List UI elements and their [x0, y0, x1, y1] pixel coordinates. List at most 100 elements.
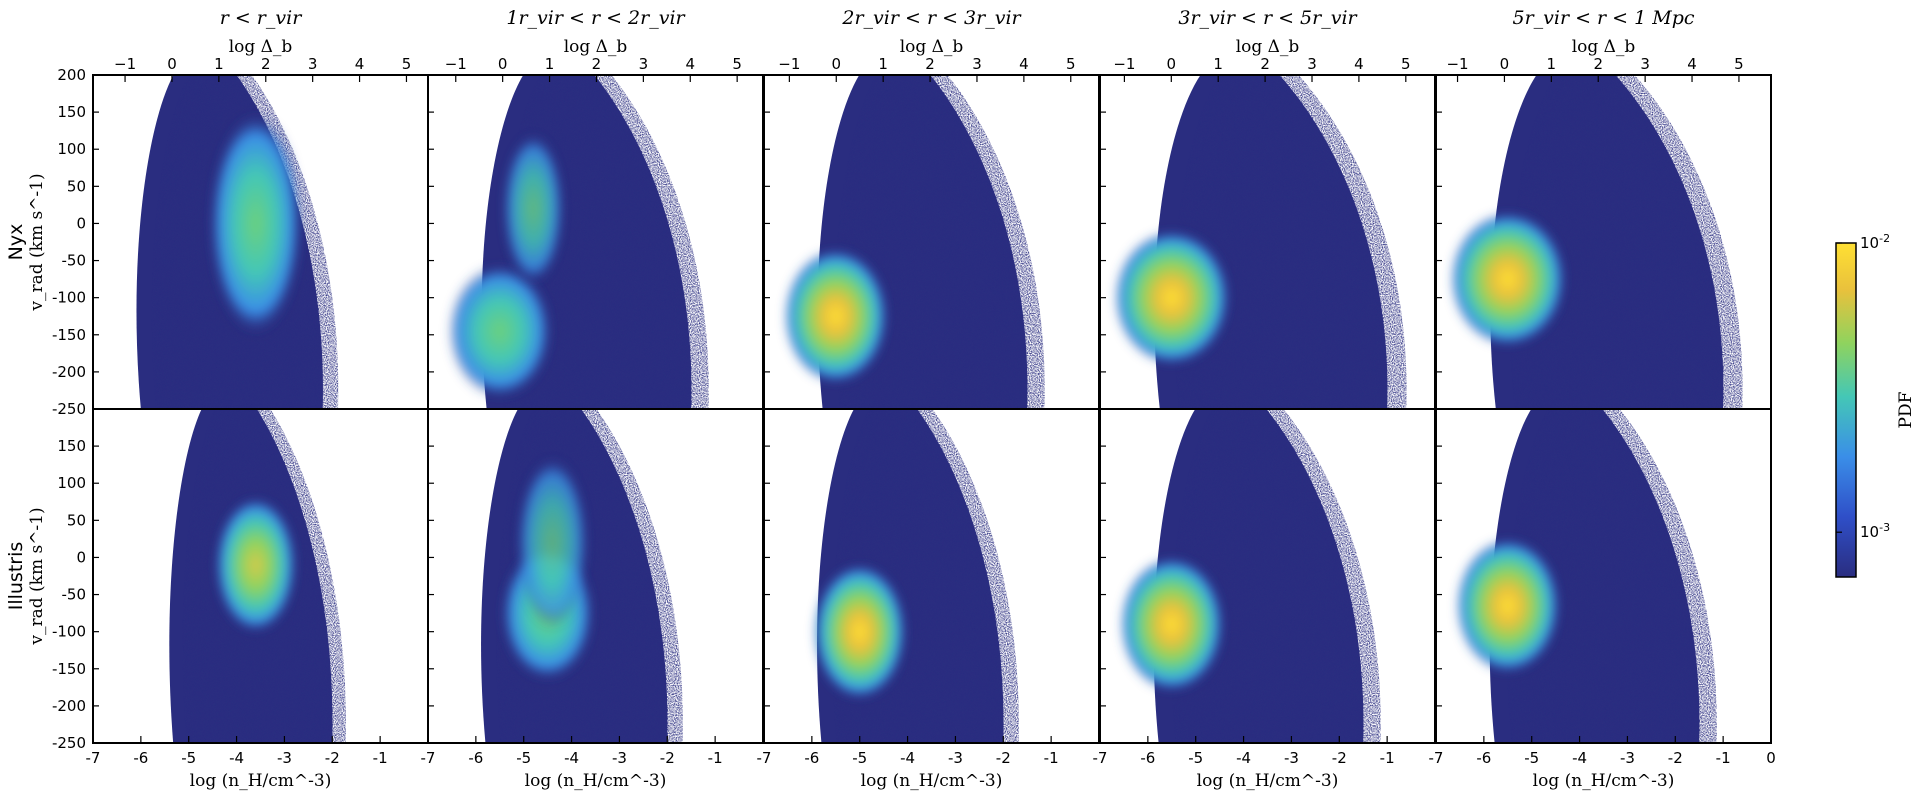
panel-content	[448, 75, 709, 409]
top-tick-label: 5	[1066, 55, 1076, 73]
density-fringe	[1170, 409, 1381, 743]
bottom-tick-label: -6	[468, 749, 483, 767]
density-peak	[1450, 212, 1566, 346]
bottom-axis-label: log (n_H/cm^-3)	[190, 771, 332, 791]
top-tick-label: 5	[1734, 55, 1744, 73]
column-title: 5r_vir < r < 1 Mpc	[1512, 7, 1694, 29]
bottom-tick-label: 0	[1766, 749, 1776, 767]
bottom-tick-label: -4	[564, 749, 579, 767]
labels-layer: r < r_vir 1r_vir < r < 2r_vir 2r_vir < r <…	[5, 7, 1776, 791]
bottom-tick-label: -2	[1668, 749, 1683, 767]
panel-content	[169, 409, 346, 743]
bottom-axis-label: log (n_H/cm^-3)	[1197, 771, 1339, 791]
bottom-tick-label: -4	[229, 749, 244, 767]
colorbar-tick-label: 10-2	[1860, 232, 1890, 252]
top-tick-label: 2	[1593, 55, 1603, 73]
panel-content	[1114, 75, 1407, 409]
heatmap-panel	[1099, 74, 1436, 410]
bottom-tick-label: -7	[757, 749, 772, 767]
top-tick-label: 4	[685, 55, 695, 73]
top-tick-label: 0	[498, 55, 508, 73]
top-tick-label: 1	[545, 55, 555, 73]
top-tick-label: 0	[1167, 55, 1177, 73]
top-tick-label: 3	[1640, 55, 1650, 73]
top-tick-label: 3	[639, 55, 649, 73]
y-tick-label: 200	[57, 66, 86, 84]
y-tick-label: -50	[62, 252, 87, 270]
top-axis-label: log Δ_b	[1236, 37, 1300, 57]
panel-content	[1120, 409, 1381, 743]
y-tick-label: 0	[76, 548, 86, 566]
y-tick-label: -100	[52, 623, 86, 641]
top-tick-label: 5	[732, 55, 742, 73]
bottom-tick-label: -7	[1429, 749, 1444, 767]
colorbar: 10-2 10-3 PDF	[1835, 232, 1916, 578]
y-tick-label: -150	[52, 326, 86, 344]
top-tick-label: 5	[402, 55, 412, 73]
top-axis-label: log Δ_b	[564, 37, 628, 57]
top-tick-label: −1	[778, 55, 800, 73]
column-title: 3r_vir < r < 5r_vir	[1178, 7, 1358, 29]
top-tick-label: 1	[214, 55, 224, 73]
bottom-tick-label: -7	[86, 749, 101, 767]
y-tick-label: 50	[67, 177, 86, 195]
bottom-tick-label: -3	[948, 749, 963, 767]
panel-content	[1450, 75, 1743, 409]
colorbar-tick-exponent: -2	[1879, 232, 1890, 245]
heatmap-panel	[1435, 74, 1772, 410]
top-tick-label: −1	[1446, 55, 1468, 73]
y-tick-label: -250	[52, 734, 86, 752]
bottom-tick-label: -3	[1284, 749, 1299, 767]
panel-content	[136, 75, 339, 409]
y-tick-label: -150	[52, 660, 86, 678]
top-tick-label: −1	[114, 55, 136, 73]
panel-content	[481, 409, 683, 743]
top-tick-label: 1	[1547, 55, 1557, 73]
bottom-tick-label: -7	[421, 749, 436, 767]
bottom-tick-label: -1	[373, 749, 388, 767]
row-name: Nyx	[5, 224, 27, 261]
bottom-tick-label: -5	[1188, 749, 1203, 767]
density-peak	[1456, 538, 1560, 673]
bottom-axis-label: log (n_H/cm^-3)	[861, 771, 1003, 791]
colorbar-tick-exponent: -3	[1879, 521, 1890, 534]
top-tick-label: −1	[445, 55, 467, 73]
bottom-tick-label: -4	[1236, 749, 1251, 767]
y-tick-label: -50	[62, 586, 87, 604]
colorbar-gradient	[1835, 242, 1857, 578]
heatmap-panel	[92, 74, 429, 410]
bottom-tick-label: -4	[1572, 749, 1587, 767]
bottom-tick-label: -6	[804, 749, 819, 767]
bottom-tick-label: -6	[1140, 749, 1155, 767]
density-peak	[448, 264, 552, 398]
y-tick-label: -250	[52, 400, 86, 418]
top-tick-label: 4	[355, 55, 365, 73]
colorbar-tick-label: 10-3	[1860, 521, 1890, 541]
y-tick-label: 100	[57, 474, 86, 492]
bottom-tick-label: -5	[181, 749, 196, 767]
top-tick-label: 2	[1260, 55, 1270, 73]
top-axis-label: log Δ_b	[900, 37, 964, 57]
panels-layer	[92, 74, 1772, 744]
bottom-tick-label: -7	[1093, 749, 1108, 767]
heatmap-panel	[92, 408, 429, 744]
bottom-tick-label: -5	[516, 749, 531, 767]
panel-content	[1456, 409, 1717, 743]
y-tick-label: 100	[57, 140, 86, 158]
top-tick-label: 1	[878, 55, 888, 73]
bottom-tick-label: -2	[660, 749, 675, 767]
density-fringe	[1173, 75, 1407, 409]
density-fringe	[834, 75, 1045, 409]
y-tick-label: 150	[57, 437, 86, 455]
top-tick-label: 3	[308, 55, 318, 73]
column-title: 2r_vir < r < 3r_vir	[841, 7, 1022, 29]
top-tick-label: 4	[1687, 55, 1697, 73]
bottom-tick-label: -3	[612, 749, 627, 767]
y-tick-label: -200	[52, 363, 86, 381]
top-axis-label: log Δ_b	[1572, 37, 1636, 57]
panel-content	[813, 409, 1019, 743]
top-tick-label: 2	[925, 55, 935, 73]
bottom-tick-label: -1	[1044, 749, 1059, 767]
bottom-tick-label: -5	[852, 749, 867, 767]
y-tick-label: -200	[52, 697, 86, 715]
